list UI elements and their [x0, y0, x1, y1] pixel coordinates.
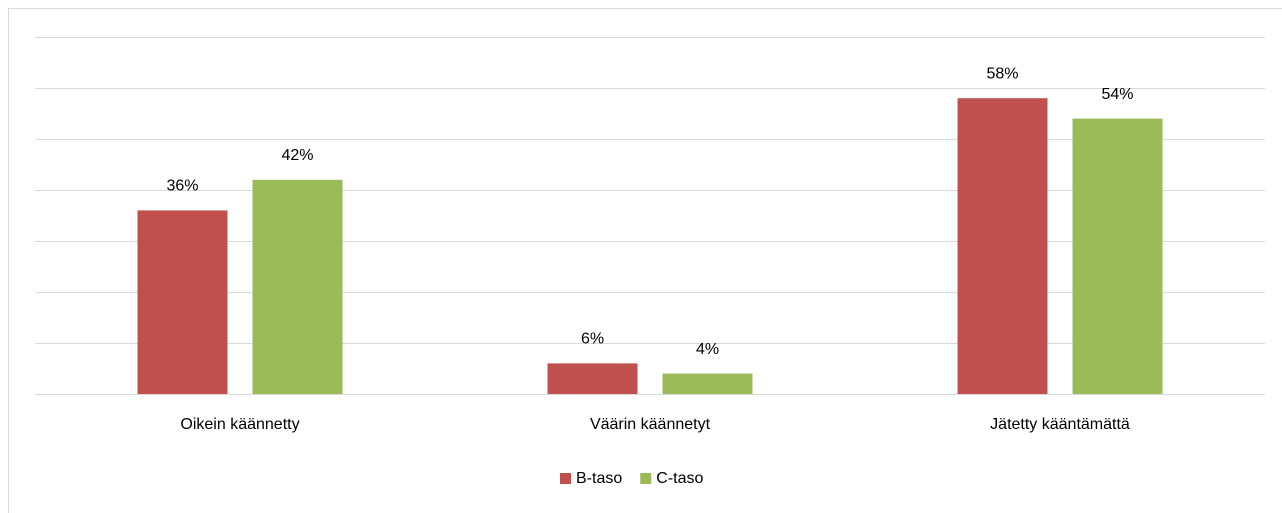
x-tick-label: Oikein käännetty — [180, 416, 299, 433]
bar — [137, 210, 228, 394]
data-label: 42% — [281, 147, 313, 164]
bar — [252, 179, 343, 394]
bar — [957, 98, 1048, 394]
bar — [662, 373, 753, 394]
legend-swatch — [640, 473, 652, 484]
data-label: 58% — [986, 65, 1018, 82]
legend-swatch — [560, 473, 571, 484]
data-label: 54% — [1101, 86, 1133, 103]
legend-label: B-taso — [576, 470, 622, 487]
x-tick-label: Jätetty kääntämättä — [990, 416, 1130, 433]
legend-label: C-taso — [656, 470, 703, 487]
bar — [547, 363, 638, 394]
data-label: 4% — [696, 341, 719, 358]
bar — [1072, 118, 1163, 394]
data-label: 6% — [581, 331, 604, 348]
x-tick-label: Väärin käännetyt — [590, 416, 711, 433]
data-label: 36% — [166, 178, 198, 195]
chart-border — [8, 8, 1282, 513]
